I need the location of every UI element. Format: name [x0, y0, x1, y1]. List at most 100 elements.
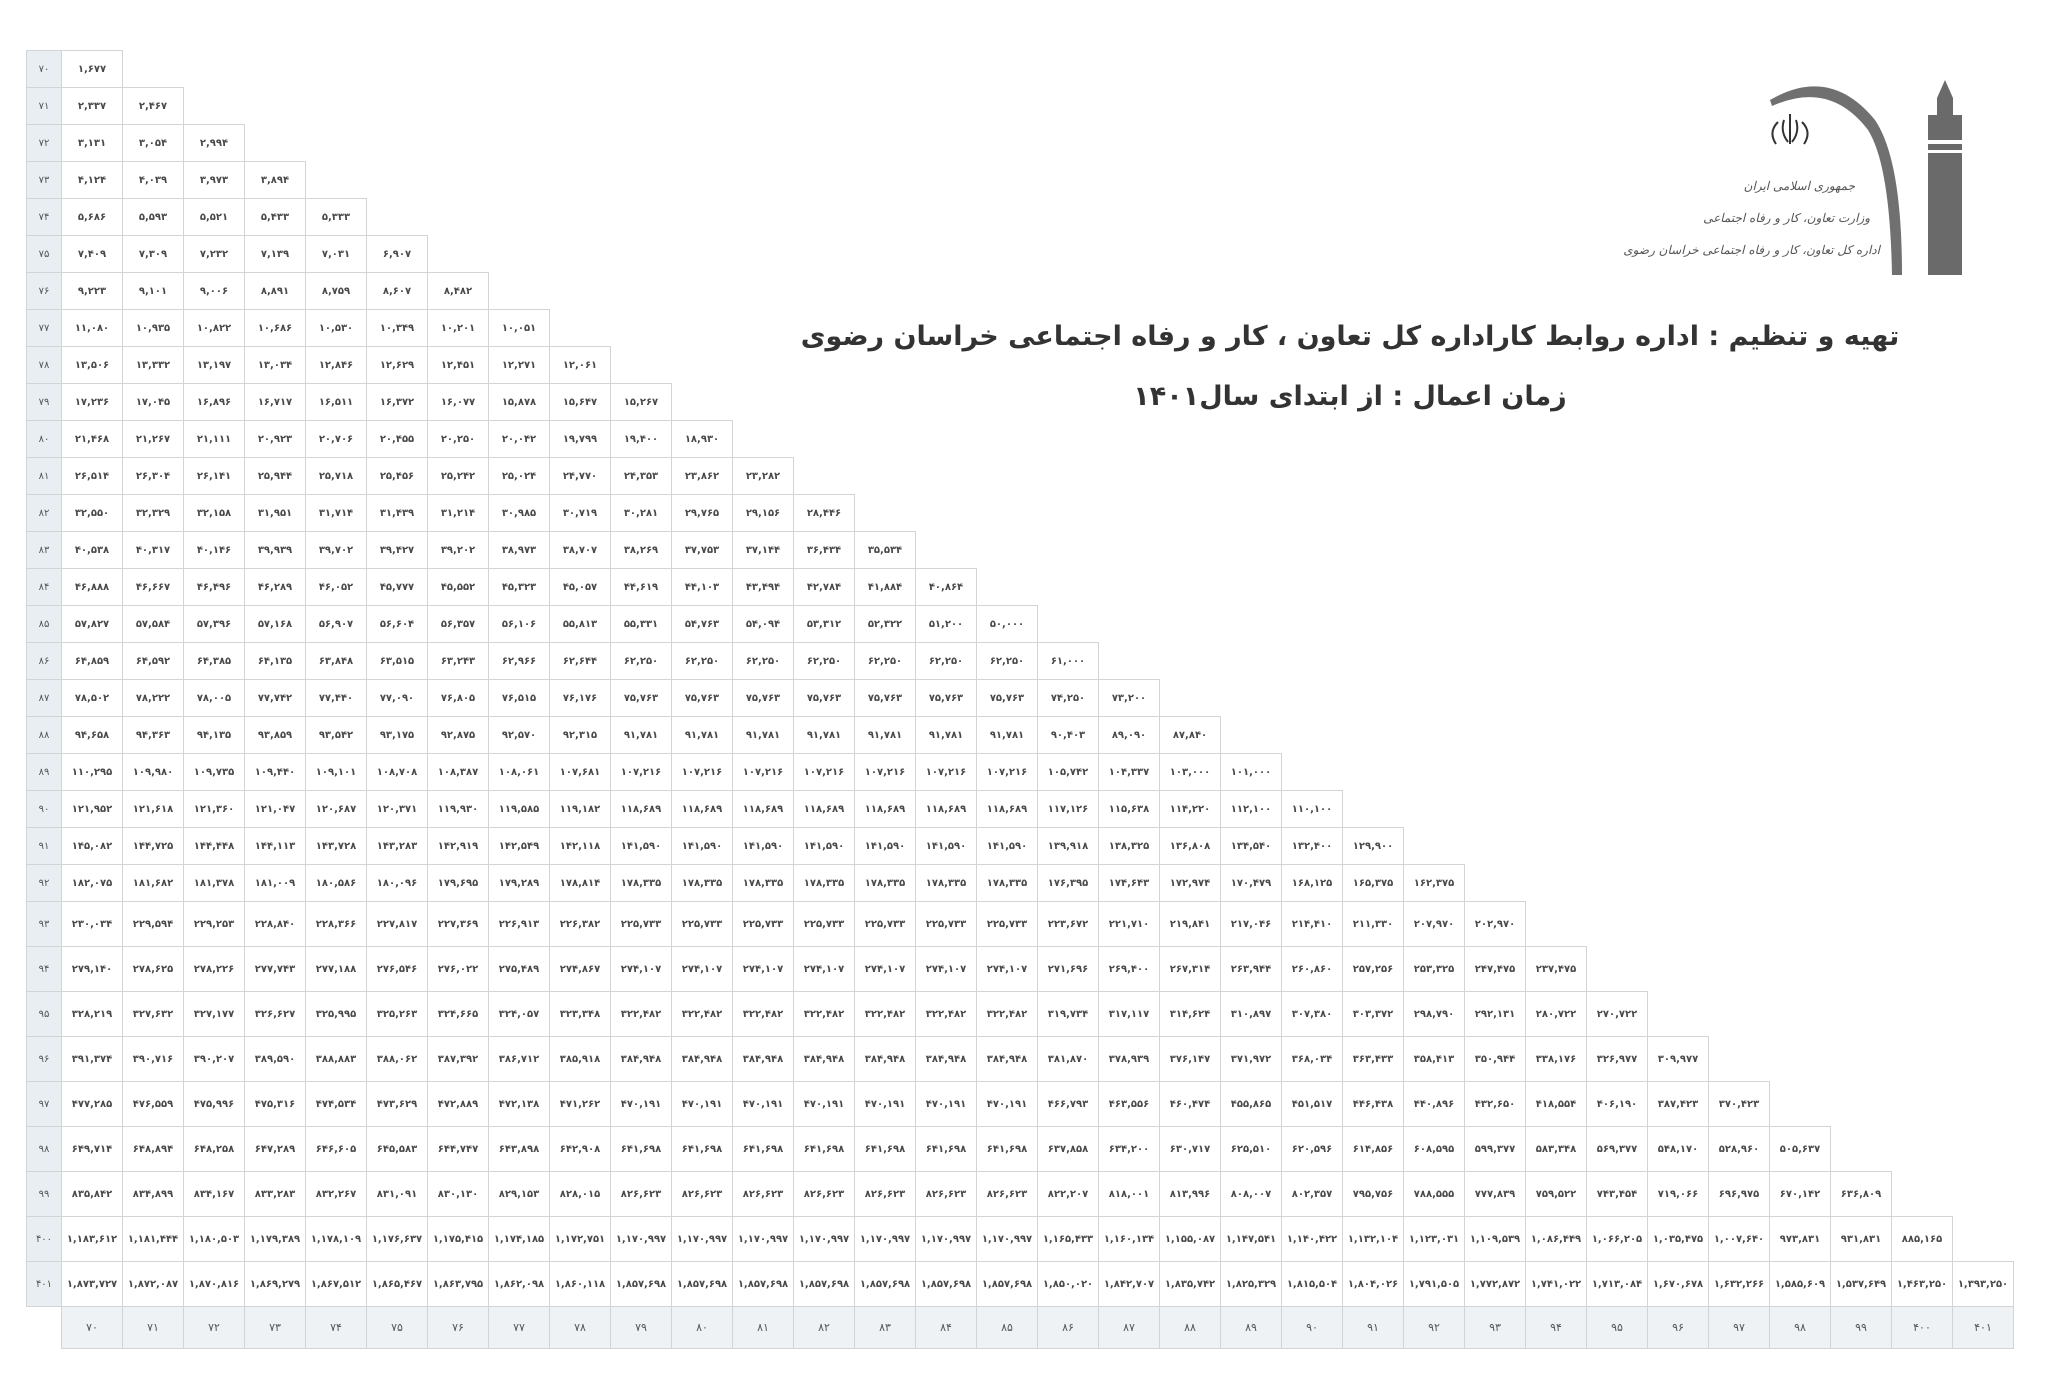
table-cell: ۸۲۶,۶۲۳	[793, 1171, 855, 1217]
table-cell: ۲۵,۹۴۴	[244, 457, 306, 495]
table-cell: ۳,۱۳۱	[61, 124, 123, 162]
table-cell: ۷۵,۷۶۳	[610, 679, 672, 717]
table-cell: ۱۱,۰۸۰	[61, 309, 123, 347]
table-cell: ۴۶۶,۷۹۳	[1037, 1081, 1099, 1127]
table-cell: ۳۸۴,۹۴۸	[976, 1036, 1038, 1082]
table-cell: ۳۰,۹۸۵	[488, 494, 550, 532]
table-cell: ۷۸۸,۵۵۵	[1403, 1171, 1465, 1217]
table-cell: ۲۲۹,۵۹۴	[122, 901, 184, 947]
table-cell: ۶۴۸,۸۹۴	[122, 1126, 184, 1172]
table-cell: ۸,۷۵۹	[305, 272, 367, 310]
table-cell: ۶۴,۱۳۵	[244, 642, 306, 680]
table-cell: ۱,۸۵۰,۰۲۰	[1037, 1261, 1099, 1307]
table-cell: ۹۲,۵۷۰	[488, 716, 550, 754]
table-cell: ۴۰,۱۴۶	[183, 531, 245, 569]
table-cell: ۱۰۵,۷۴۲	[1037, 753, 1099, 791]
table-cell: ۶۴۱,۶۹۸	[732, 1126, 794, 1172]
table-cell: ۲,۹۹۴	[183, 124, 245, 162]
table-cell: ۷۳,۲۰۰	[1098, 679, 1160, 717]
column-header: ۴۰۱	[1952, 1306, 2014, 1349]
table-cell: ۱,۰۸۶,۴۴۹	[1525, 1216, 1587, 1262]
table-cell: ۷۷,۷۴۲	[244, 679, 306, 717]
table-cell: ۳۲۲,۴۸۲	[671, 991, 733, 1037]
table-cell: ۶۳۴,۲۰۰	[1098, 1126, 1160, 1172]
row-label: ۸۸	[26, 716, 62, 754]
column-header: ۹۱	[1342, 1306, 1404, 1349]
table-cell: ۱,۱۲۳,۰۳۱	[1403, 1216, 1465, 1262]
table-cell: ۱,۱۷۰,۹۹۷	[732, 1216, 794, 1262]
table-cell: ۹۱,۷۸۱	[732, 716, 794, 754]
table-cell: ۳۲,۳۲۹	[122, 494, 184, 532]
table-cell: ۳۲۲,۴۸۲	[793, 991, 855, 1037]
table-cell: ۴۷۰,۱۹۱	[915, 1081, 977, 1127]
table-cell: ۱,۱۷۴,۱۸۵	[488, 1216, 550, 1262]
table-cell: ۱,۰۶۶,۲۰۵	[1586, 1216, 1648, 1262]
table-cell: ۱۰,۸۲۲	[183, 309, 245, 347]
table-cell: ۳۵۰,۹۴۴	[1464, 1036, 1526, 1082]
table-cell: ۸۱۳,۹۹۶	[1159, 1171, 1221, 1217]
table-cell: ۳۸۷,۳۹۲	[427, 1036, 489, 1082]
table-cell: ۴۱,۸۸۴	[854, 568, 916, 606]
table-cell: ۱,۶۷۰,۶۷۸	[1647, 1261, 1709, 1307]
table-cell: ۳۸۴,۹۴۸	[610, 1036, 672, 1082]
table-cell: ۵۷,۱۶۸	[244, 605, 306, 643]
row-label: ۹۴	[26, 946, 62, 992]
table-cell: ۱۳,۱۹۷	[183, 346, 245, 384]
table-cell: ۳۲۴,۰۵۷	[488, 991, 550, 1037]
table-cell: ۱۱۸,۶۸۹	[793, 790, 855, 828]
column-header: ۸۷	[1098, 1306, 1160, 1349]
table-cell: ۴,۱۲۴	[61, 161, 123, 199]
table-cell: ۱۶۲,۳۷۵	[1403, 864, 1465, 902]
table-cell: ۱۰۱,۰۰۰	[1220, 753, 1282, 791]
table-cell: ۱۳,۳۳۲	[122, 346, 184, 384]
table-cell: ۵۰,۰۰۰	[976, 605, 1038, 643]
table-cell: ۱,۱۷۰,۹۹۷	[915, 1216, 977, 1262]
table-cell: ۲۴,۷۷۰	[549, 457, 611, 495]
table-cell: ۱,۱۰۹,۵۳۹	[1464, 1216, 1526, 1262]
iran-emblem-icon	[1771, 114, 1809, 145]
table-cell: ۴۴۰,۸۹۶	[1403, 1081, 1465, 1127]
row-label: ۷۰	[26, 50, 62, 88]
table-cell: ۴۵,۳۲۳	[488, 568, 550, 606]
table-cell: ۵۵,۸۱۳	[549, 605, 611, 643]
table-cell: ۷۵,۷۶۳	[671, 679, 733, 717]
table-cell: ۲۷۴,۱۰۷	[610, 946, 672, 992]
table-cell: ۳۲۳,۳۴۸	[549, 991, 611, 1037]
column-header: ۸۰	[671, 1306, 733, 1349]
table-cell: ۵۷,۸۲۷	[61, 605, 123, 643]
table-cell: ۱۰,۶۸۶	[244, 309, 306, 347]
table-cell: ۳۸۴,۹۴۸	[854, 1036, 916, 1082]
column-header: ۷۰	[61, 1306, 123, 1349]
table-cell: ۲,۳۳۷	[61, 87, 123, 125]
table-cell: ۹۱,۷۸۱	[976, 716, 1038, 754]
table-cell: ۱,۱۷۲,۷۵۱	[549, 1216, 611, 1262]
table-cell: ۳۹۱,۳۷۴	[61, 1036, 123, 1082]
table-cell: ۶۲,۶۴۴	[549, 642, 611, 680]
table-cell: ۱۷,۰۴۵	[122, 383, 184, 421]
table-cell: ۱۷۸,۳۳۵	[671, 864, 733, 902]
table-cell: ۶۴۱,۶۹۸	[976, 1126, 1038, 1172]
table-cell: ۱۷,۲۳۶	[61, 383, 123, 421]
table-cell: ۲۴,۳۵۳	[610, 457, 672, 495]
table-cell: ۶۴,۸۵۹	[61, 642, 123, 680]
table-cell: ۷۴۳,۴۵۴	[1586, 1171, 1648, 1217]
row-label: ۹۹	[26, 1171, 62, 1217]
table-cell: ۱۱۰,۱۰۰	[1281, 790, 1343, 828]
table-cell: ۸۲۶,۶۲۳	[610, 1171, 672, 1217]
table-cell: ۶۳,۲۴۳	[427, 642, 489, 680]
table-cell: ۲۲۵,۷۳۳	[793, 901, 855, 947]
table-cell: ۲۷۷,۷۴۳	[244, 946, 306, 992]
table-cell: ۳۲,۵۵۰	[61, 494, 123, 532]
table-cell: ۱۷۸,۳۳۵	[976, 864, 1038, 902]
table-cell: ۳۱,۹۵۱	[244, 494, 306, 532]
table-cell: ۲۷۴,۱۰۷	[976, 946, 1038, 992]
table-cell: ۳۱,۴۳۹	[366, 494, 428, 532]
table-cell: ۵,۵۹۳	[122, 198, 184, 236]
table-cell: ۴۳۲,۶۵۰	[1464, 1081, 1526, 1127]
table-cell: ۲۲۵,۷۳۳	[671, 901, 733, 947]
table-cell: ۱,۱۷۹,۳۸۹	[244, 1216, 306, 1262]
table-cell: ۶۴۱,۶۹۸	[854, 1126, 916, 1172]
table-cell: ۱۰,۹۳۵	[122, 309, 184, 347]
table-cell: ۳۱۰,۸۹۷	[1220, 991, 1282, 1037]
table-cell: ۲۵,۷۱۸	[305, 457, 367, 495]
